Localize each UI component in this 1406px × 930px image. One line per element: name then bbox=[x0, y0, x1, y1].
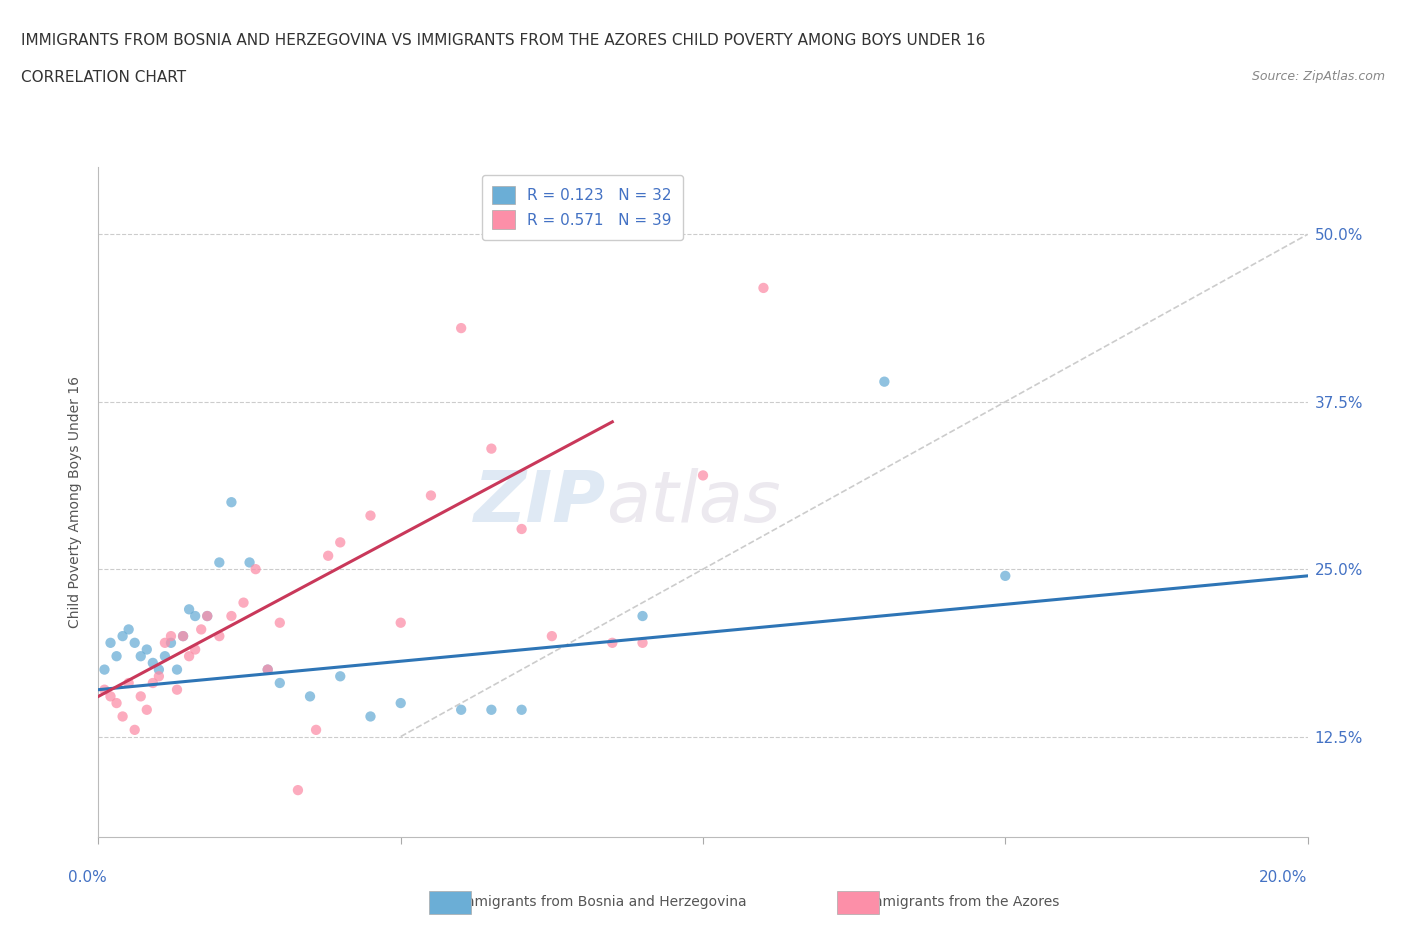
Point bbox=[195, 608, 218, 623]
Point bbox=[450, 321, 472, 336]
Point bbox=[166, 683, 188, 698]
Text: atlas: atlas bbox=[606, 468, 780, 537]
Point bbox=[105, 696, 128, 711]
Point bbox=[389, 616, 412, 631]
Point bbox=[269, 616, 291, 631]
Point bbox=[142, 656, 165, 671]
Point bbox=[631, 635, 654, 650]
Point bbox=[129, 649, 152, 664]
Point bbox=[184, 642, 207, 657]
Point bbox=[184, 608, 207, 623]
Point bbox=[245, 562, 267, 577]
Point bbox=[166, 662, 188, 677]
Point bbox=[135, 642, 157, 657]
Point bbox=[256, 662, 278, 677]
Text: Immigrants from Bosnia and Herzegovina: Immigrants from Bosnia and Herzegovina bbox=[457, 895, 747, 910]
Point bbox=[172, 629, 194, 644]
Text: Immigrants from the Azores: Immigrants from the Azores bbox=[865, 895, 1059, 910]
Point bbox=[540, 629, 562, 644]
Y-axis label: Child Poverty Among Boys Under 16: Child Poverty Among Boys Under 16 bbox=[69, 377, 83, 628]
Point bbox=[142, 675, 165, 690]
Text: ZIP: ZIP bbox=[474, 468, 606, 537]
Point bbox=[994, 568, 1017, 583]
Text: Source: ZipAtlas.com: Source: ZipAtlas.com bbox=[1251, 70, 1385, 83]
Point bbox=[93, 683, 115, 698]
Point bbox=[93, 662, 115, 677]
Point bbox=[172, 629, 194, 644]
Point bbox=[420, 488, 443, 503]
Point bbox=[299, 689, 322, 704]
Text: 20.0%: 20.0% bbox=[1260, 870, 1308, 885]
Point bbox=[692, 468, 714, 483]
Point bbox=[221, 608, 243, 623]
Point bbox=[481, 702, 503, 717]
Point bbox=[360, 709, 382, 724]
Text: 0.0%: 0.0% bbox=[69, 870, 107, 885]
Point bbox=[148, 662, 170, 677]
Point bbox=[111, 629, 134, 644]
Point bbox=[100, 689, 122, 704]
Point bbox=[389, 696, 412, 711]
Point bbox=[160, 629, 183, 644]
Point bbox=[111, 709, 134, 724]
Point bbox=[873, 374, 896, 389]
Point bbox=[118, 675, 141, 690]
Point bbox=[124, 635, 146, 650]
Point bbox=[360, 508, 382, 523]
Point bbox=[160, 635, 183, 650]
Point bbox=[221, 495, 243, 510]
Point bbox=[153, 635, 176, 650]
Point bbox=[329, 535, 352, 550]
Point bbox=[105, 649, 128, 664]
Point bbox=[208, 555, 231, 570]
Point bbox=[269, 675, 291, 690]
Point bbox=[148, 669, 170, 684]
Point bbox=[256, 662, 278, 677]
Point bbox=[316, 549, 339, 564]
Point bbox=[602, 635, 624, 650]
Point bbox=[153, 649, 176, 664]
Point bbox=[305, 723, 328, 737]
Point bbox=[510, 702, 533, 717]
Text: IMMIGRANTS FROM BOSNIA AND HERZEGOVINA VS IMMIGRANTS FROM THE AZORES CHILD POVER: IMMIGRANTS FROM BOSNIA AND HERZEGOVINA V… bbox=[21, 33, 986, 47]
Point bbox=[232, 595, 254, 610]
Point bbox=[195, 608, 218, 623]
Point bbox=[179, 649, 201, 664]
Point bbox=[752, 281, 775, 296]
Point bbox=[481, 441, 503, 456]
Legend: R = 0.123   N = 32, R = 0.571   N = 39: R = 0.123 N = 32, R = 0.571 N = 39 bbox=[482, 175, 682, 240]
Point bbox=[135, 702, 157, 717]
Point bbox=[179, 602, 201, 617]
Point bbox=[239, 555, 262, 570]
Text: CORRELATION CHART: CORRELATION CHART bbox=[21, 70, 186, 85]
Point bbox=[329, 669, 352, 684]
Point bbox=[190, 622, 212, 637]
Point bbox=[631, 608, 654, 623]
Point bbox=[450, 702, 472, 717]
Point bbox=[208, 629, 231, 644]
Point bbox=[287, 783, 309, 798]
Point bbox=[118, 622, 141, 637]
Point bbox=[124, 723, 146, 737]
Point bbox=[129, 689, 152, 704]
Point bbox=[100, 635, 122, 650]
Point bbox=[510, 522, 533, 537]
